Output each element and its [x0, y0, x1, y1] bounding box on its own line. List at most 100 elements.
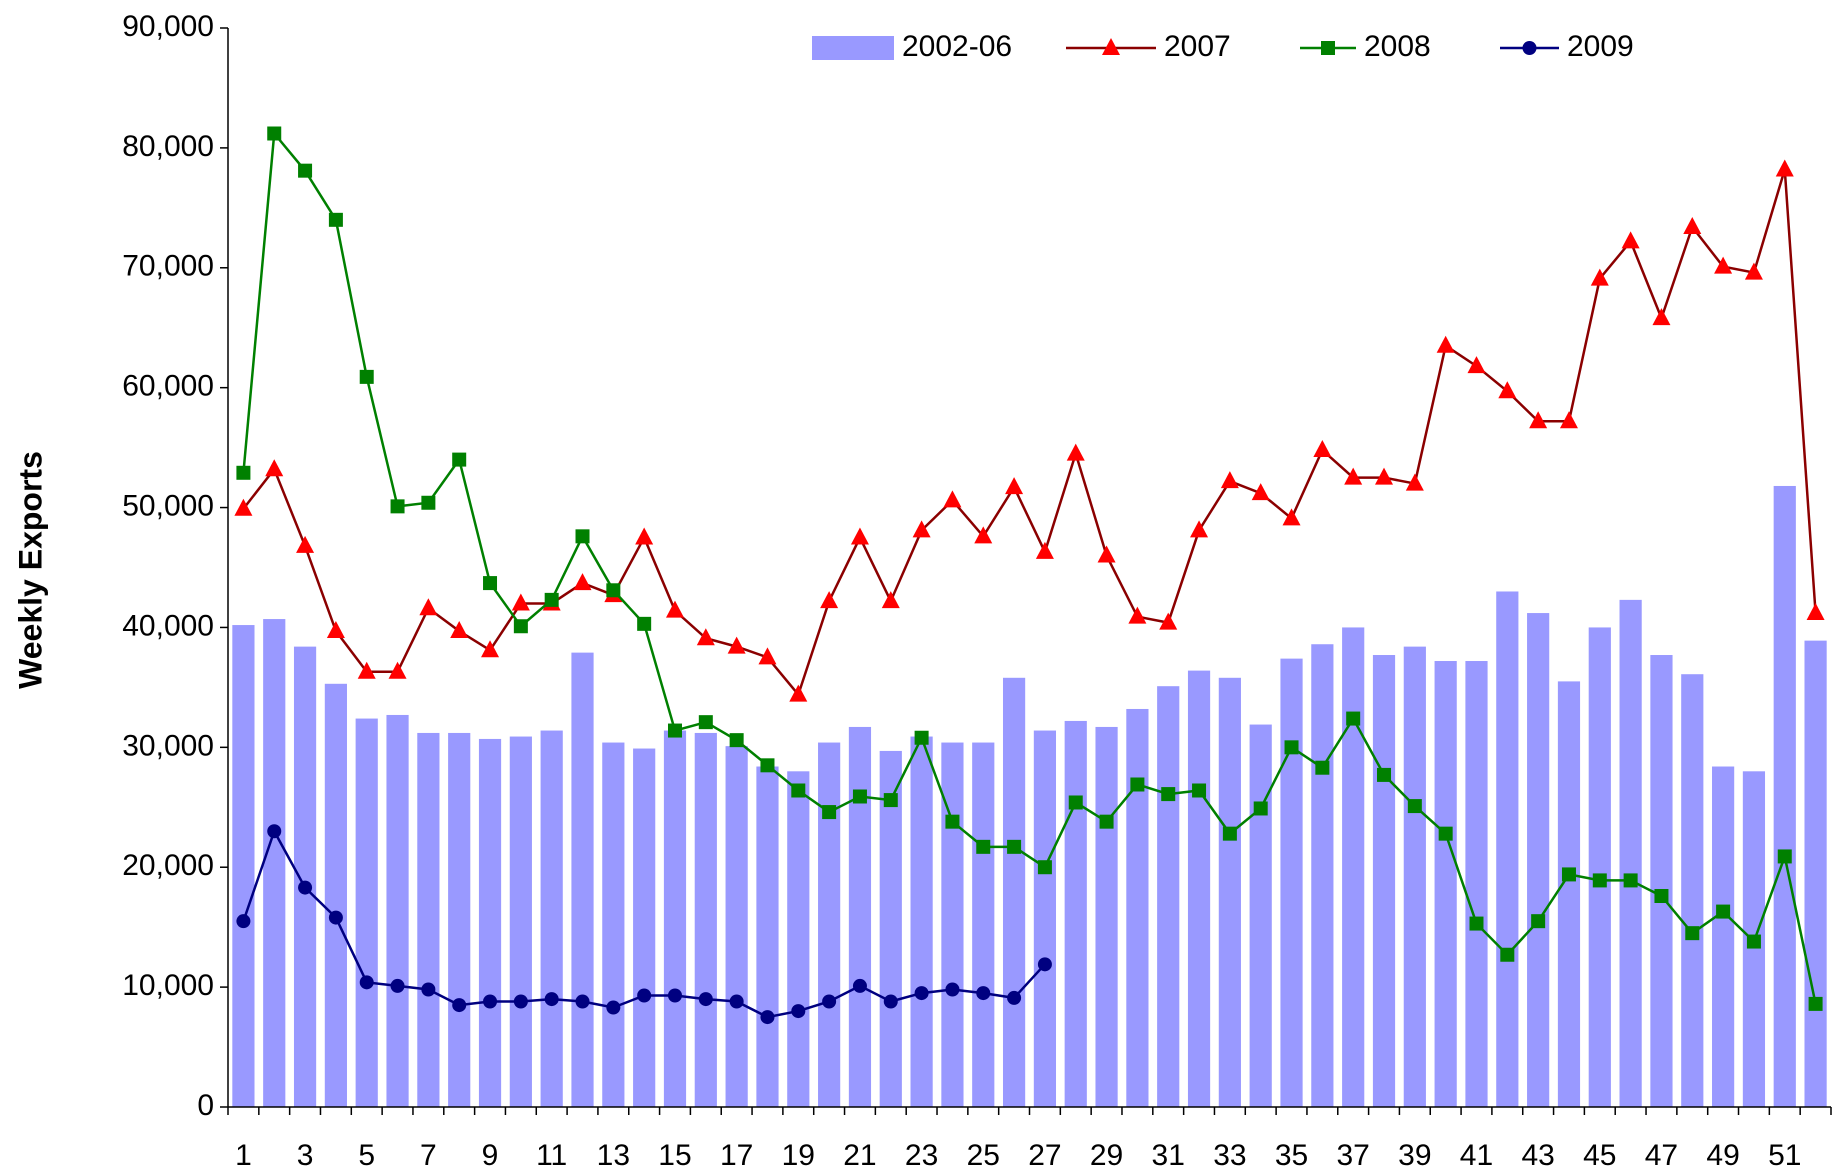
- marker: [483, 994, 498, 1009]
- marker: [914, 730, 929, 745]
- marker: [698, 715, 713, 730]
- marker: [544, 992, 559, 1007]
- x-tick-label: 17: [720, 1139, 753, 1172]
- marker: [606, 583, 621, 598]
- bar: [509, 736, 532, 1107]
- marker: [1375, 467, 1394, 485]
- marker: [1623, 873, 1638, 888]
- marker: [976, 986, 991, 1001]
- bar: [1187, 670, 1211, 1107]
- marker: [1469, 916, 1484, 931]
- x-tick-label: 37: [1336, 1139, 1369, 1172]
- legend-marker: [1102, 38, 1120, 55]
- marker: [943, 490, 962, 508]
- marker: [1467, 356, 1486, 374]
- y-tick-label: 70,000: [122, 250, 214, 283]
- y-tick-label: 80,000: [122, 130, 214, 163]
- y-tick-label: 50,000: [122, 489, 214, 522]
- bar: [417, 732, 440, 1107]
- marker: [976, 839, 991, 854]
- marker: [1068, 795, 1083, 810]
- marker: [1592, 873, 1607, 888]
- bar: [848, 726, 872, 1107]
- legend-label: 2009: [1567, 30, 1634, 63]
- marker: [727, 636, 746, 654]
- marker: [883, 994, 898, 1009]
- bar: [1033, 730, 1057, 1107]
- marker: [1559, 411, 1578, 429]
- marker: [945, 982, 960, 997]
- legend-marker: [1522, 41, 1537, 55]
- x-tick-label: 15: [658, 1139, 691, 1172]
- marker: [1683, 217, 1702, 235]
- x-tick-label: 35: [1275, 1139, 1308, 1172]
- bar: [1681, 674, 1704, 1107]
- bar: [1095, 726, 1118, 1107]
- marker: [359, 975, 374, 990]
- marker: [758, 647, 777, 665]
- bar: [725, 746, 748, 1107]
- bar: [941, 742, 964, 1107]
- x-tick-label: 39: [1398, 1139, 1431, 1172]
- marker: [791, 783, 806, 798]
- bar: [355, 718, 378, 1107]
- bar: [663, 730, 687, 1107]
- line: [242, 130, 1817, 1005]
- marker: [1159, 612, 1178, 630]
- x-tick-label: 27: [1028, 1139, 1061, 1172]
- bar: [324, 683, 347, 1107]
- marker: [1037, 957, 1052, 972]
- marker: [1066, 443, 1085, 461]
- marker: [1128, 606, 1147, 624]
- bar: [1465, 661, 1488, 1107]
- marker: [698, 992, 713, 1007]
- bar: [1249, 724, 1272, 1107]
- marker: [419, 598, 438, 616]
- bar: [1527, 613, 1550, 1107]
- line: [242, 169, 1817, 698]
- y-tick-label: 30,000: [122, 729, 214, 762]
- marker: [267, 824, 282, 839]
- marker: [1035, 541, 1054, 559]
- y-tick-label: 90,000: [122, 10, 214, 43]
- bar: [1342, 627, 1365, 1107]
- marker: [1808, 996, 1823, 1011]
- x-tick-label: 5: [358, 1139, 375, 1172]
- marker: [760, 758, 775, 773]
- marker: [606, 1000, 621, 1015]
- legend-swatch: [812, 36, 894, 60]
- marker: [390, 978, 405, 993]
- x-tick-label: 11: [536, 1139, 567, 1172]
- marker: [1438, 826, 1453, 841]
- y-tick-label: 20,000: [122, 849, 214, 882]
- marker: [974, 526, 993, 544]
- marker: [637, 988, 652, 1003]
- marker: [265, 459, 284, 477]
- marker: [1806, 603, 1825, 621]
- marker: [1716, 904, 1731, 919]
- bar: [540, 730, 563, 1107]
- x-tick-label: 29: [1090, 1139, 1123, 1172]
- marker: [328, 212, 343, 227]
- bar: [1372, 655, 1396, 1107]
- x-tick-label: 41: [1460, 1139, 1493, 1172]
- marker: [296, 535, 315, 553]
- bar: [1126, 708, 1149, 1107]
- bar: [818, 742, 841, 1107]
- marker: [852, 978, 867, 993]
- bar: [879, 750, 902, 1107]
- x-tick-label: 1: [235, 1139, 252, 1172]
- y-tick-label: 0: [197, 1089, 214, 1122]
- marker: [234, 498, 253, 516]
- marker: [791, 1004, 806, 1019]
- bar: [1064, 720, 1087, 1107]
- marker: [1282, 508, 1301, 526]
- bar: [1280, 658, 1303, 1107]
- legend-marker: [1321, 41, 1335, 55]
- x-tick-label: 23: [905, 1139, 938, 1172]
- marker: [544, 592, 559, 607]
- bar: [478, 738, 502, 1107]
- bar: [787, 771, 810, 1107]
- marker: [789, 684, 808, 702]
- bar: [694, 732, 717, 1107]
